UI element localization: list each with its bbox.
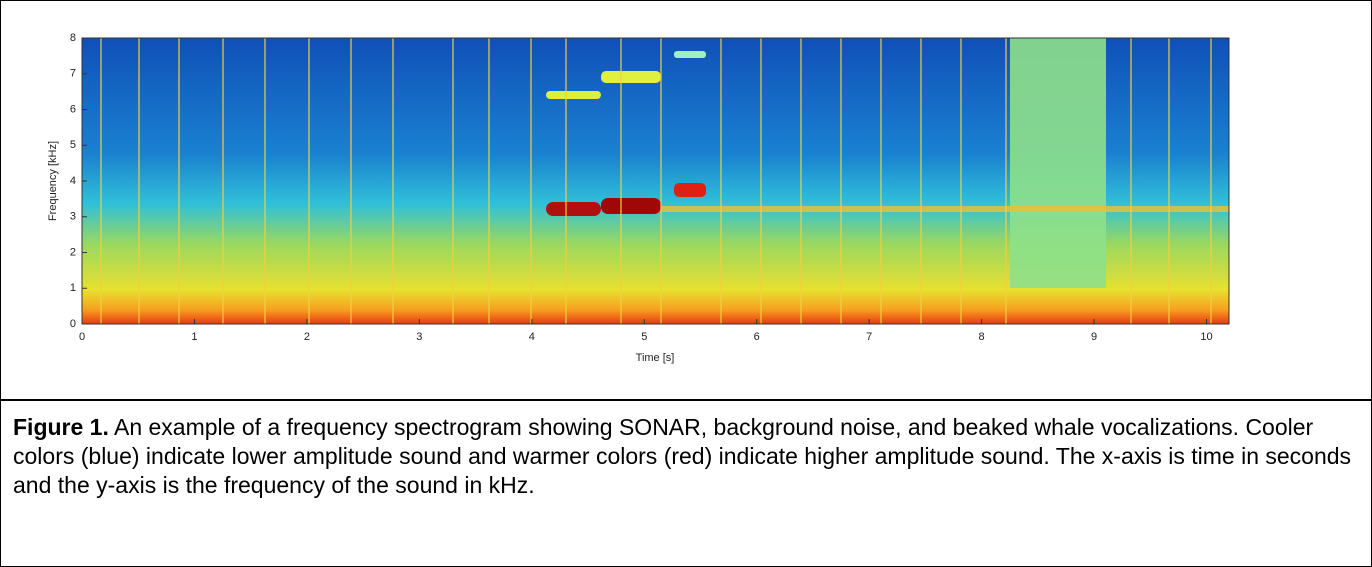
spectrogram-image — [82, 38, 1229, 324]
figure: Time [s] Frequency [kHz] 0 1 2 3 4 5 6 7 8 9 10 0 1 2… — [1, 1, 1371, 401]
y-tick-label: 1 — [70, 282, 76, 294]
x-tick-label: 6 — [754, 331, 760, 343]
x-tick-label: 10 — [1200, 331, 1212, 343]
y-tick-label: 4 — [70, 175, 76, 187]
y-tick-label: 2 — [70, 246, 76, 258]
x-tick-label: 4 — [529, 331, 535, 343]
x-tick-label: 0 — [79, 331, 85, 343]
x-axis-label: Time [s] — [636, 352, 675, 364]
chart: Time [s] Frequency [kHz] 0 1 2 3 4 5 6 7 8 9 10 0 1 2… — [47, 32, 1230, 364]
y-tick-label: 6 — [70, 103, 76, 115]
x-tick-label: 7 — [866, 331, 872, 343]
y-tick-label: 3 — [70, 211, 76, 223]
y-tick-label: 0 — [70, 318, 76, 330]
y-tick-label: 7 — [70, 68, 76, 80]
x-tick-label: 5 — [641, 331, 647, 343]
x-tick-label: 9 — [1091, 331, 1097, 343]
caption-text: An example of a frequency spectrogram sh… — [13, 414, 1352, 498]
y-axis-label: Frequency [kHz] — [47, 141, 59, 221]
x-tick-label: 2 — [304, 331, 310, 343]
caption-label: Figure 1. — [13, 414, 109, 440]
x-tick-label: 8 — [979, 331, 985, 343]
caption: Figure 1. An example of a frequency spec… — [13, 413, 1358, 500]
y-tick-label: 5 — [70, 139, 76, 151]
x-tick-label: 3 — [416, 331, 422, 343]
x-tick-label: 1 — [191, 331, 197, 343]
y-tick-label: 8 — [70, 32, 76, 44]
